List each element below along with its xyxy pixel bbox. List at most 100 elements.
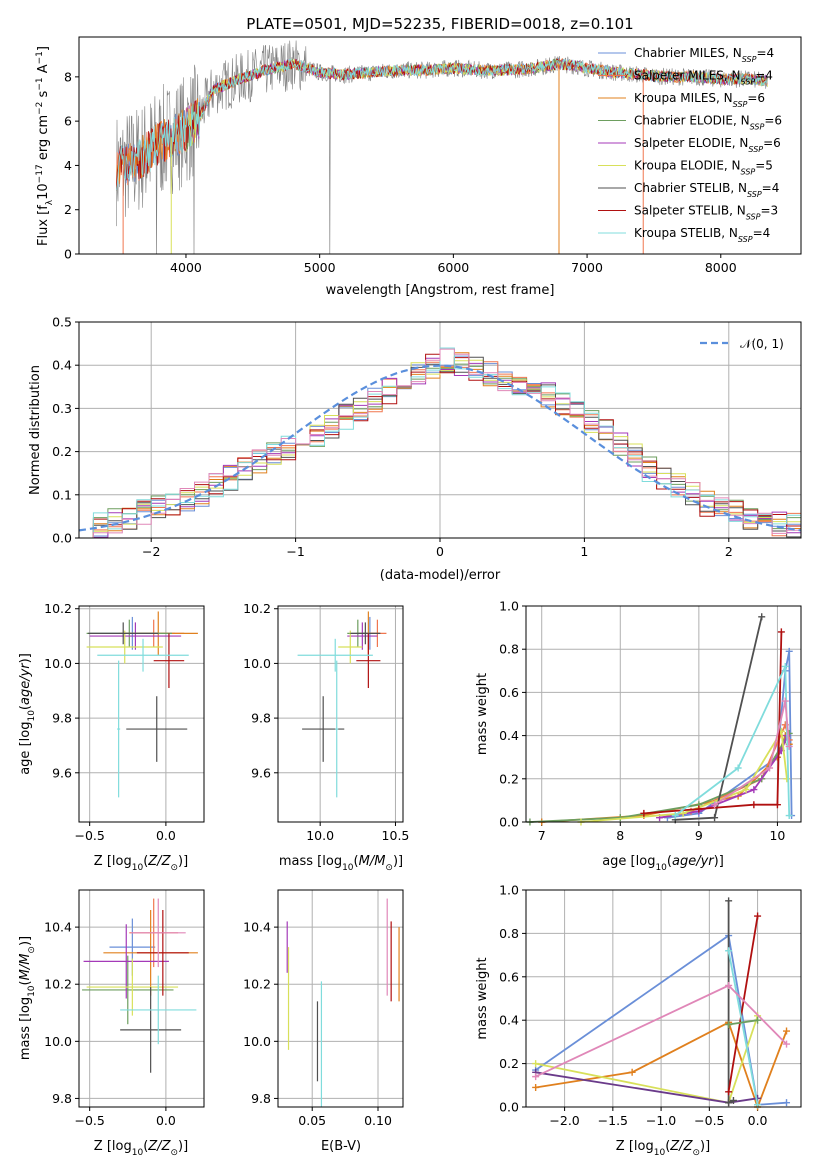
mass-weight-line bbox=[727, 915, 759, 1092]
legend-label: Salpeter STELIB, NSSP=3 bbox=[634, 204, 778, 222]
x-axis-label: mass [log10(M/M⊙)] bbox=[279, 854, 403, 873]
mass-weight-marker bbox=[532, 1060, 540, 1068]
mass-weight-marker bbox=[783, 1099, 791, 1107]
x-tick-label: 5000 bbox=[304, 260, 336, 275]
x-axis-label: (data-model)/error bbox=[380, 568, 501, 583]
axes-frame bbox=[525, 605, 802, 823]
x-axis-label: Z [log10(Z/Z⊙)] bbox=[616, 1139, 710, 1158]
mass-weight-marker bbox=[640, 809, 648, 817]
x-tick-label: 10.0 bbox=[306, 828, 334, 843]
x-axis-label: Z [log10(Z/Z⊙)] bbox=[94, 854, 188, 873]
mass-weight-marker bbox=[532, 1083, 540, 1091]
mass-weight-marker bbox=[754, 912, 762, 920]
x-tick-label: 0.05 bbox=[298, 1113, 326, 1128]
axes-frame bbox=[78, 605, 205, 823]
x-tick-label: 7000 bbox=[571, 260, 603, 275]
y-tick-label: 9.6 bbox=[52, 765, 72, 780]
mass-weight-marker bbox=[628, 1068, 636, 1076]
y-axis-label: age [log10(age/yr)] bbox=[18, 653, 37, 775]
legend-label: Chabrier ELODIE, NSSP=6 bbox=[634, 114, 782, 132]
mass-weight-marker bbox=[766, 764, 774, 772]
y-tick-label: 10.2 bbox=[44, 601, 72, 616]
y-tick-label: 10.0 bbox=[243, 656, 271, 671]
x-tick-label: 2 bbox=[725, 544, 733, 559]
x-tick-label: 0.0 bbox=[156, 828, 176, 843]
x-tick-label: 4000 bbox=[170, 260, 202, 275]
y-tick-label: 0.6 bbox=[499, 969, 519, 984]
y-tick-label: 0.8 bbox=[499, 642, 519, 657]
x-axis-label: Z [log10(Z/Z⊙)] bbox=[94, 1139, 188, 1158]
mass-weight-marker bbox=[754, 1016, 762, 1024]
mass-weight-marker bbox=[725, 1099, 733, 1107]
mass-weight-line bbox=[714, 700, 791, 806]
residual-histogram bbox=[79, 348, 801, 538]
mass-weight-marker bbox=[783, 1040, 791, 1048]
y-tick-label: 0.1 bbox=[52, 487, 72, 502]
x-tick-label: −1 bbox=[286, 544, 304, 559]
y-tick-label: 9.8 bbox=[52, 1091, 72, 1106]
mass-weight-marker bbox=[711, 801, 719, 809]
errorbar-plot-area bbox=[286, 898, 400, 1107]
y-tick-label: 10.4 bbox=[44, 920, 72, 935]
y-tick-label: 0 bbox=[64, 247, 72, 262]
axes-frame bbox=[525, 889, 802, 1108]
mass-weight-marker bbox=[671, 812, 679, 820]
y-tick-label: 9.8 bbox=[251, 1091, 271, 1106]
y-axis-label: mass weight bbox=[475, 673, 490, 755]
y-tick-label: 0.2 bbox=[52, 444, 72, 459]
legend-label: 𝒩(0, 1) bbox=[740, 337, 784, 351]
x-tick-label: 10 bbox=[769, 828, 785, 843]
mass-weight-vs-age-panel: 7 8 9 10 0.0 0.2 0.4 0.6 0.8 1.0 mass weight age [l… bbox=[475, 599, 802, 873]
legend-label: Salpeter MILES, NSSP=4 bbox=[634, 69, 773, 87]
x-axis-label: E(B-V) bbox=[321, 1139, 361, 1154]
y-tick-label: 0.2 bbox=[499, 771, 519, 786]
x-tick-label: 6000 bbox=[437, 260, 469, 275]
y-axis-label: Flux [fλ10−17 erg cm−2 s−1 A−1] bbox=[35, 46, 55, 246]
mass-weight-marker bbox=[773, 801, 781, 809]
errorbar-plot-area bbox=[86, 611, 198, 798]
mass-weight-marker bbox=[781, 662, 789, 670]
mass-weight-marker bbox=[725, 947, 733, 955]
mass-weight-marker bbox=[758, 613, 766, 621]
mass-weight-line bbox=[728, 1019, 758, 1026]
legend-label: Kroupa MILES, NSSP=6 bbox=[634, 91, 765, 109]
mass-weight-marker bbox=[725, 897, 733, 905]
residual-distribution-panel: −2 −1 0 1 2 0.0 0.1 0.2 0.3 0.4 0.5 𝒩(0, 1) (data-mo… bbox=[28, 315, 802, 583]
x-axis-label: wavelength [Angstrom, rest frame] bbox=[326, 283, 555, 298]
mass-weight-marker bbox=[725, 1021, 733, 1029]
x-tick-label: 1 bbox=[580, 544, 588, 559]
mass-weight-marker bbox=[750, 786, 758, 794]
chart-title: PLATE=0501, MJD=52235, FIBERID=0018, z=0… bbox=[246, 15, 633, 33]
x-tick-label: −1.5 bbox=[598, 1113, 628, 1128]
axes-frame bbox=[277, 889, 404, 1108]
mass-weight-marker bbox=[725, 1088, 733, 1096]
y-tick-label: 0.8 bbox=[499, 926, 519, 941]
y-tick-label: 9.8 bbox=[52, 711, 72, 726]
y-tick-label: 10.2 bbox=[44, 977, 72, 992]
legend-label: Chabrier MILES, NSSP=4 bbox=[634, 46, 774, 64]
x-tick-label: 0.0 bbox=[156, 1113, 176, 1128]
mass-weight-marker bbox=[695, 805, 703, 813]
x-tick-label: 7 bbox=[538, 828, 546, 843]
y-tick-label: 10.4 bbox=[243, 920, 271, 935]
y-tick-label: 10.0 bbox=[44, 656, 72, 671]
y-tick-label: 1.0 bbox=[499, 599, 519, 614]
y-tick-label: 10.0 bbox=[243, 1034, 271, 1049]
y-tick-label: 0.6 bbox=[499, 685, 519, 700]
x-tick-label: −0.5 bbox=[74, 1113, 104, 1128]
mass-weight-line bbox=[674, 666, 791, 817]
mass-weight-marker bbox=[711, 814, 719, 822]
mass-vs-extinction-panel: 0.05 0.10 9.8 10.0 10.2 10.4 E(B-V) bbox=[243, 889, 404, 1154]
x-tick-label: 0.10 bbox=[364, 1113, 392, 1128]
y-tick-label: 10.0 bbox=[44, 1034, 72, 1049]
age-vs-metallicity-panel: −0.5 0.0 9.6 9.8 10.0 10.2 Z [log10(Z/Z⊙)] age … bbox=[18, 601, 205, 873]
normal-curve-line bbox=[79, 364, 801, 532]
y-tick-label: 0.0 bbox=[499, 815, 519, 830]
x-tick-label: −1.0 bbox=[646, 1113, 676, 1128]
x-tick-label: 0.0 bbox=[748, 1113, 768, 1128]
y-tick-label: 0.5 bbox=[52, 315, 72, 330]
x-tick-label: 8000 bbox=[705, 260, 737, 275]
age-vs-mass-panel: 10.0 10.5 9.6 9.8 10.0 10.2 mass [log10(M/M⊙)] bbox=[243, 601, 409, 873]
model-fit-line bbox=[116, 58, 768, 191]
